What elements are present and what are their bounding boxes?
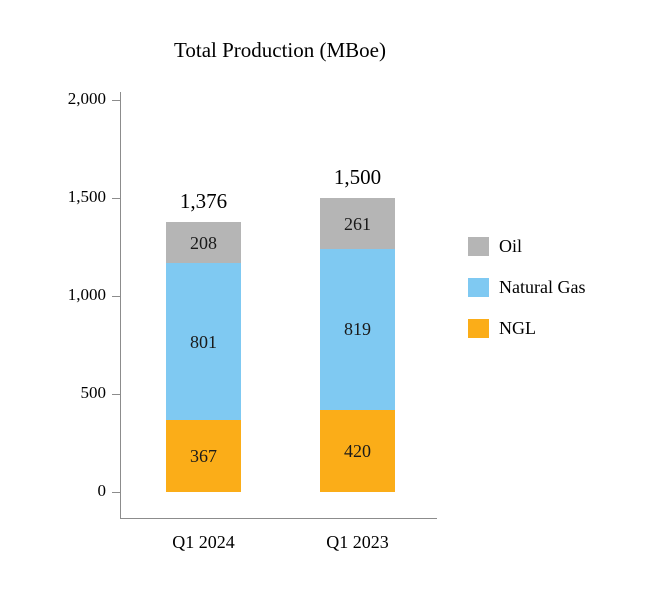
y-tick-label: 1,500 [67, 187, 106, 206]
bar-total-label: 1,376 [179, 189, 228, 214]
segment-value-label: 261 [344, 213, 371, 234]
legend-item: Natural Gas [468, 277, 585, 298]
bar-segment-ngl [320, 409, 395, 492]
legend-swatch-oil [468, 237, 489, 256]
y-tick-label: 500 [80, 383, 107, 402]
bar-total-label: 1,500 [333, 165, 382, 189]
legend-label: Natural Gas [499, 277, 586, 297]
y-tick-mark [112, 492, 120, 493]
bar-segment-natural-gas [166, 263, 241, 421]
legend: Oil Natural Gas NGL [468, 236, 585, 339]
bar-segment-ngl [166, 420, 241, 492]
legend-label: NGL [499, 318, 536, 338]
segment-value-label: 208 [190, 232, 217, 253]
legend-swatch-natural-gas [468, 278, 489, 297]
x-category-label: Q1 2023 [326, 532, 389, 552]
segment-value-label: 819 [344, 319, 371, 340]
y-tick-mark [112, 198, 120, 199]
bar-segment-oil [166, 222, 241, 264]
legend-item: Oil [468, 236, 585, 257]
x-axis-line [120, 518, 437, 519]
y-tick-mark [112, 296, 120, 297]
y-axis-line [120, 92, 121, 518]
bar-segment-oil [320, 198, 395, 250]
bar-segment-natural-gas [320, 249, 395, 410]
legend-swatch-ngl [468, 319, 489, 338]
y-tick-label: 0 [97, 481, 107, 500]
x-category-label: Q1 2024 [172, 532, 235, 552]
segment-value-label: 801 [190, 331, 217, 352]
y-tick-label: 1,000 [67, 285, 106, 304]
y-tick-label: 2,000 [67, 89, 106, 108]
y-tick-mark [112, 394, 120, 395]
legend-item: NGL [468, 318, 585, 339]
chart-title: Total Production (MBoe) [174, 38, 386, 62]
y-tick-mark [112, 100, 120, 101]
legend-label: Oil [499, 236, 523, 256]
segment-value-label: 420 [344, 440, 371, 461]
segment-value-label: 367 [190, 446, 217, 467]
